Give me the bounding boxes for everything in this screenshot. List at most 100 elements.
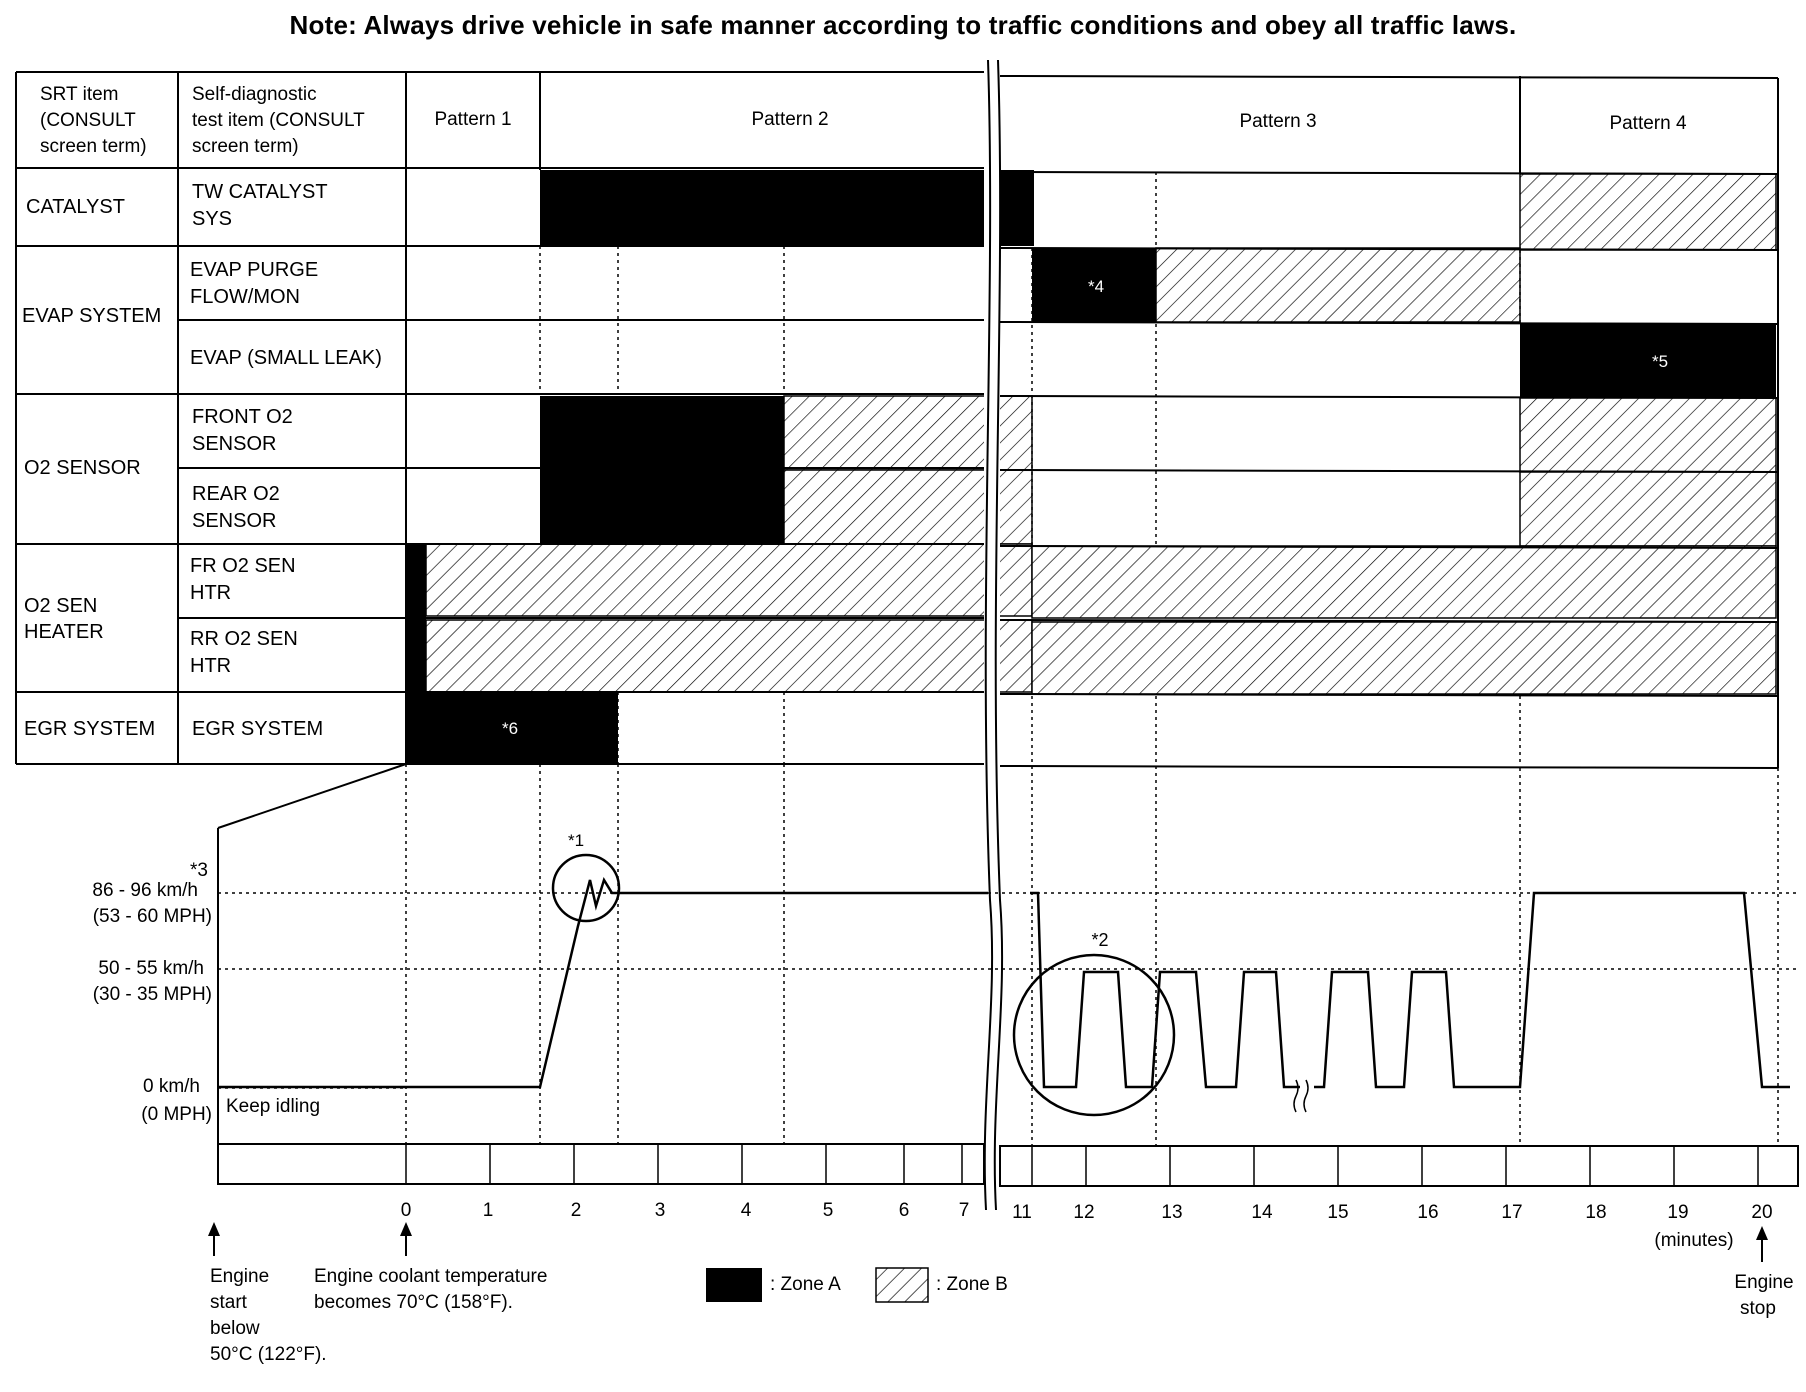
time-tick-18: 18 [1585,1202,1606,1223]
zone-b-rear-o2-p4 [1519,471,1777,547]
time-tick-5: 5 [823,1200,834,1221]
item-rr-o2-htr-l1: RR O2 SEN [190,628,298,650]
engine-stop-l2: stop [1740,1298,1776,1319]
table-grid [15,71,1779,769]
speed-label-mid-mph: (30 - 35 MPH) [93,984,212,1005]
speed-reference-lines [218,892,1800,1089]
zone-a-rear-o2 [540,470,784,544]
speed-note-2: *2 [1091,930,1108,950]
speed-label-high-kmh: 86 - 96 km/h [92,880,198,901]
time-tick-labels: 0 1 2 3 4 5 6 7 11 12 13 14 15 16 17 18 … [401,1200,1773,1251]
time-scale-ticks [405,1144,1759,1186]
highlight-circle-2 [1012,953,1176,1117]
speed-profile [218,876,1790,1089]
item-rear-o2-l1: REAR O2 [192,483,280,505]
srt-item-header-l3: screen term) [40,136,147,157]
zone-a-catalyst [540,170,1034,246]
zone-a-front-o2 [540,396,784,470]
speed-label-high-mph: (53 - 60 MPH) [93,906,212,927]
item-fr-o2-htr-l1: FR O2 SEN [190,555,296,577]
zone-b-front-o2-p4 [1519,397,1777,473]
zone-note-5: *5 [1652,352,1668,371]
engine-stop-l1: Engine [1734,1272,1793,1293]
break-squiggle [1293,1079,1309,1113]
zone-b-evap-purge [1155,247,1521,323]
legend-zone-a-swatch [706,1268,762,1302]
pattern-1-header: Pattern 1 [434,109,511,130]
item-fr-o2-htr-l2: HTR [190,582,231,604]
group-egr-system: EGR SYSTEM [24,718,155,740]
item-rr-o2-htr-l2: HTR [190,655,231,677]
zone-b-catalyst [1519,173,1777,251]
speed-label-mid-kmh: 50 - 55 km/h [98,958,204,979]
zone-a-evap-leak [1520,324,1776,400]
self-diag-header-l3: screen term) [192,136,299,157]
speed-labels: *3 86 - 96 km/h (53 - 60 MPH) 50 - 55 km… [92,831,1108,1125]
item-tw-catalyst-l2: SYS [192,208,232,230]
group-o2-sensor: O2 SENSOR [24,457,141,479]
time-tick-1: 1 [483,1200,494,1221]
speed-label-zero-kmh: 0 km/h [143,1076,200,1097]
pattern-4-header: Pattern 4 [1609,113,1687,134]
item-front-o2-l2: SENSOR [192,433,276,455]
speed-trace-pattern-1-2 [218,876,988,1089]
group-o2-sen-heater-l1: O2 SEN [24,595,97,617]
time-tick-13: 13 [1161,1202,1182,1223]
pattern-2-header: Pattern 2 [751,109,828,130]
zone-b-rr-htr-right [1031,621,1777,695]
time-tick-7: 7 [959,1200,970,1221]
highlight-circle-1 [551,853,621,923]
time-tick-12: 12 [1073,1202,1094,1223]
time-scale [217,1143,1799,1187]
srt-item-header-l1: SRT item [40,84,119,105]
engine-start-l2: start [210,1292,248,1313]
group-catalyst: CATALYST [26,196,125,218]
footnotes: Engine start below 50°C (122°F). Engine … [210,1266,1794,1365]
speed-trace-pattern-3-4 [1030,891,1300,1089]
zone-a-evap-purge [1032,248,1156,322]
item-evap-small-leak: EVAP (SMALL LEAK) [190,347,382,369]
srt-groups: CATALYST EVAP SYSTEM O2 SENSOR O2 SEN HE… [22,196,161,740]
zone-note-4: *4 [1088,277,1104,296]
item-rear-o2-l2: SENSOR [192,510,276,532]
item-evap-purge-l2: FLOW/MON [190,286,300,308]
time-tick-11: 11 [1012,1202,1032,1223]
group-evap-system: EVAP SYSTEM [22,305,161,327]
item-egr-system: EGR SYSTEM [192,718,323,740]
engine-start-l3: below [210,1318,260,1339]
speed-trace-pattern-3b [1314,891,1790,1089]
speed-note-1: *1 [568,831,584,850]
zone-b-fr-htr-left [425,543,1033,617]
break-mark [983,59,1004,1211]
speed-label-zero-mph: (0 MPH) [141,1104,212,1125]
engine-start-l4: 50°C (122°F). [210,1344,327,1365]
item-evap-purge-l1: EVAP PURGE [190,259,318,281]
time-tick-19: 19 [1667,1202,1688,1223]
speed-note-3: *3 [190,860,208,881]
minutes-label: (minutes) [1654,1230,1733,1251]
keep-idling-label: Keep idling [226,1096,320,1117]
zone-b-fr-htr-right [1031,545,1777,619]
table-header: SRT item (CONSULT screen term) Self-diag… [40,84,1687,157]
legend-zone-a-label: : Zone A [770,1274,841,1295]
engine-start-l1: Engine [210,1266,269,1287]
time-tick-3: 3 [655,1200,666,1221]
coolant-note-l2: becomes 70°C (158°F). [314,1292,513,1313]
connector-line [217,763,407,829]
pattern-3-header: Pattern 3 [1239,111,1316,132]
time-tick-2: 2 [571,1200,582,1221]
time-tick-20: 20 [1751,1202,1772,1223]
item-tw-catalyst-l1: TW CATALYST [192,181,328,203]
legend-zone-b-swatch [875,1267,929,1303]
item-front-o2-l1: FRONT O2 [192,406,293,428]
zone-note-6: *6 [502,719,518,738]
zone-a-egr [406,692,618,764]
safety-note: Note: Always drive vehicle in safe manne… [289,10,1517,40]
time-tick-17: 17 [1501,1202,1522,1223]
time-tick-0: 0 [401,1200,412,1221]
time-tick-14: 14 [1251,1202,1273,1223]
time-tick-4: 4 [741,1200,752,1221]
zone-b-rr-htr-left [425,619,1033,693]
self-diag-items: TW CATALYST SYS EVAP PURGE FLOW/MON EVAP… [190,181,382,740]
coolant-note-l1: Engine coolant temperature [314,1266,547,1287]
